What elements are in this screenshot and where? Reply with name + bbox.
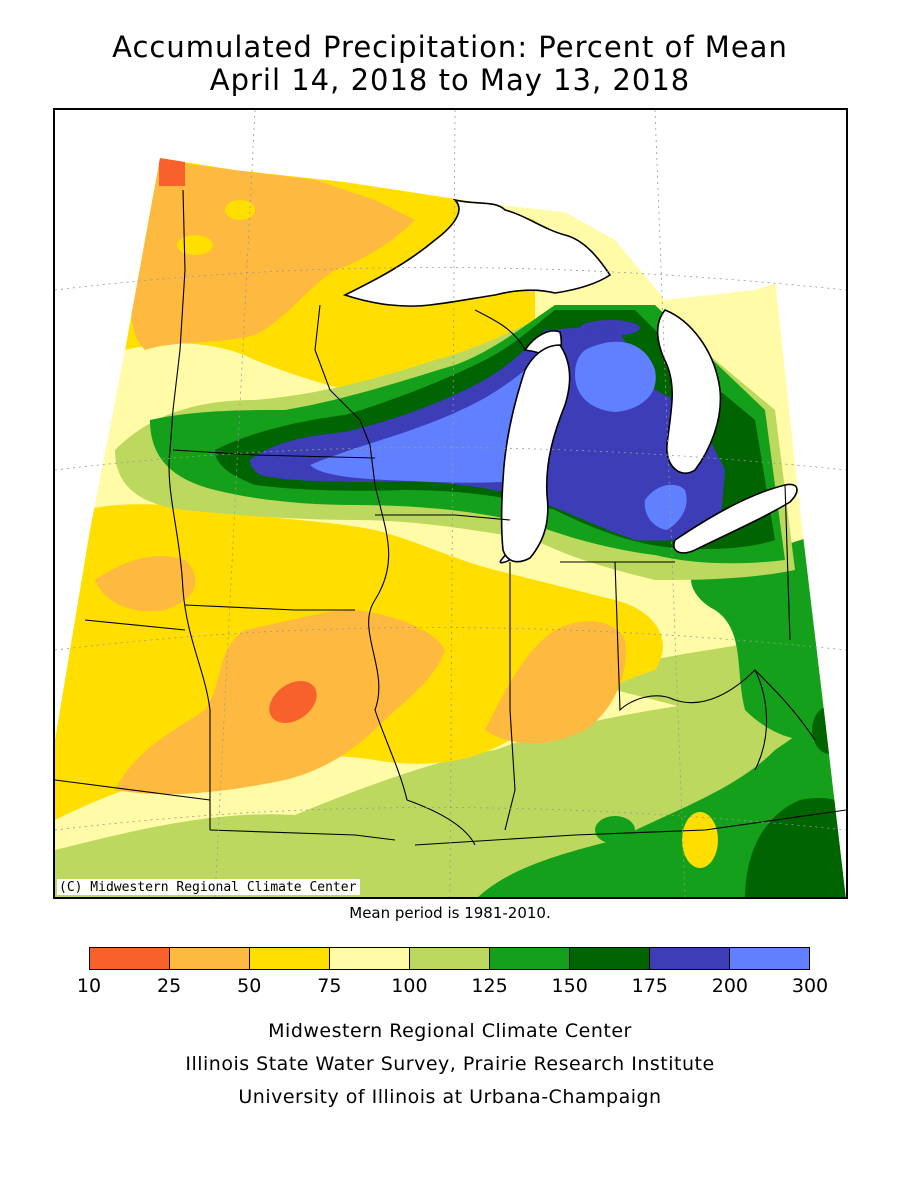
- legend-label: 25: [157, 975, 182, 997]
- map-frame: (C) Midwestern Regional Climate Center: [53, 108, 848, 899]
- border-ia-il: [368, 484, 408, 801]
- legend-swatch: [90, 948, 170, 969]
- band-50-75-mn-blob: [177, 235, 213, 255]
- graticule: [55, 110, 846, 897]
- legend-label: 300: [791, 975, 829, 997]
- legend-label: 125: [471, 975, 508, 997]
- border-mi-wi: [474, 309, 526, 351]
- band-125-150-east: [691, 530, 846, 741]
- band-125-150-blob: [595, 816, 635, 844]
- band-150-175-southeast: [745, 798, 846, 897]
- legend-swatch: [570, 948, 650, 969]
- band-75-100-south-blob: [682, 812, 718, 868]
- lakes-and-canada: [205, 110, 846, 564]
- lake-erie: [673, 483, 798, 554]
- border-wv: [754, 669, 816, 741]
- band-25-50-indiana: [485, 621, 626, 744]
- border-ia-mo: [184, 604, 355, 611]
- lake-michigan-body: [500, 344, 571, 563]
- band-125-150-south: [475, 700, 846, 897]
- precipitation-map: [55, 110, 846, 897]
- legend-swatch: [490, 948, 570, 969]
- legend-swatch: [330, 948, 410, 969]
- band-200-300-mi-south: [644, 484, 687, 530]
- band-175-200-up: [580, 320, 640, 336]
- border-ky-il: [406, 799, 476, 846]
- band-10-25-northwest: [159, 158, 185, 186]
- border-il-in: [504, 562, 516, 831]
- border-sd-ne: [84, 619, 186, 631]
- band-200-300-mi-north: [575, 341, 656, 412]
- band-25-50-sw: [95, 556, 196, 612]
- footer-university: University of Illinois at Urbana-Champai…: [238, 1086, 662, 1108]
- state-borders: [55, 189, 846, 846]
- legend-label: 150: [551, 975, 588, 997]
- legend-label: 175: [631, 975, 668, 997]
- legend-label: 10: [76, 975, 102, 997]
- border-mn-wi: [314, 304, 376, 486]
- border-ky-tn: [414, 809, 846, 846]
- lake-superior: [342, 198, 612, 307]
- border-wi-il: [375, 514, 511, 521]
- footer-survey: Illinois State Water Survey, Prairie Res…: [185, 1053, 715, 1075]
- legend-swatch: [410, 948, 490, 969]
- canada-region: [205, 110, 846, 300]
- border-oh-pa: [784, 484, 791, 641]
- footer-organization: Midwestern Regional Climate Center: [268, 1020, 632, 1042]
- border-ia-mn: [172, 449, 376, 459]
- map-credit: (C) Midwestern Regional Climate Center: [57, 879, 361, 895]
- border-ks-ne: [55, 779, 211, 801]
- legend-labels: 10 25 50 75 100 125 150 175 200 300: [0, 975, 900, 999]
- band-25-50-northwest: [131, 160, 415, 350]
- legend-label: 75: [317, 975, 342, 997]
- border-in-oh: [614, 561, 676, 712]
- legend-label: 100: [391, 975, 428, 997]
- legend-swatch: [730, 948, 809, 969]
- legend-label: 50: [237, 975, 262, 997]
- map-title: Accumulated Precipitation: Percent of Me…: [112, 30, 788, 64]
- legend-swatch: [250, 948, 330, 969]
- border-mn-nd: [169, 189, 186, 451]
- lake-huron: [656, 309, 722, 474]
- color-legend: [89, 947, 810, 970]
- legend-label: 200: [711, 975, 749, 997]
- map-date-range: April 14, 2018 to May 13, 2018: [209, 63, 691, 97]
- band-10-25-iowa: [269, 681, 317, 723]
- mean-period-note: Mean period is 1981-2010.: [349, 904, 551, 922]
- legend-swatch: [170, 948, 250, 969]
- band-75-100-mn-blob: [225, 200, 255, 220]
- border-ne-ia: [168, 449, 211, 830]
- band-200-300-wi: [310, 354, 565, 483]
- border-mo-south: [209, 829, 396, 841]
- legend-swatch: [650, 948, 730, 969]
